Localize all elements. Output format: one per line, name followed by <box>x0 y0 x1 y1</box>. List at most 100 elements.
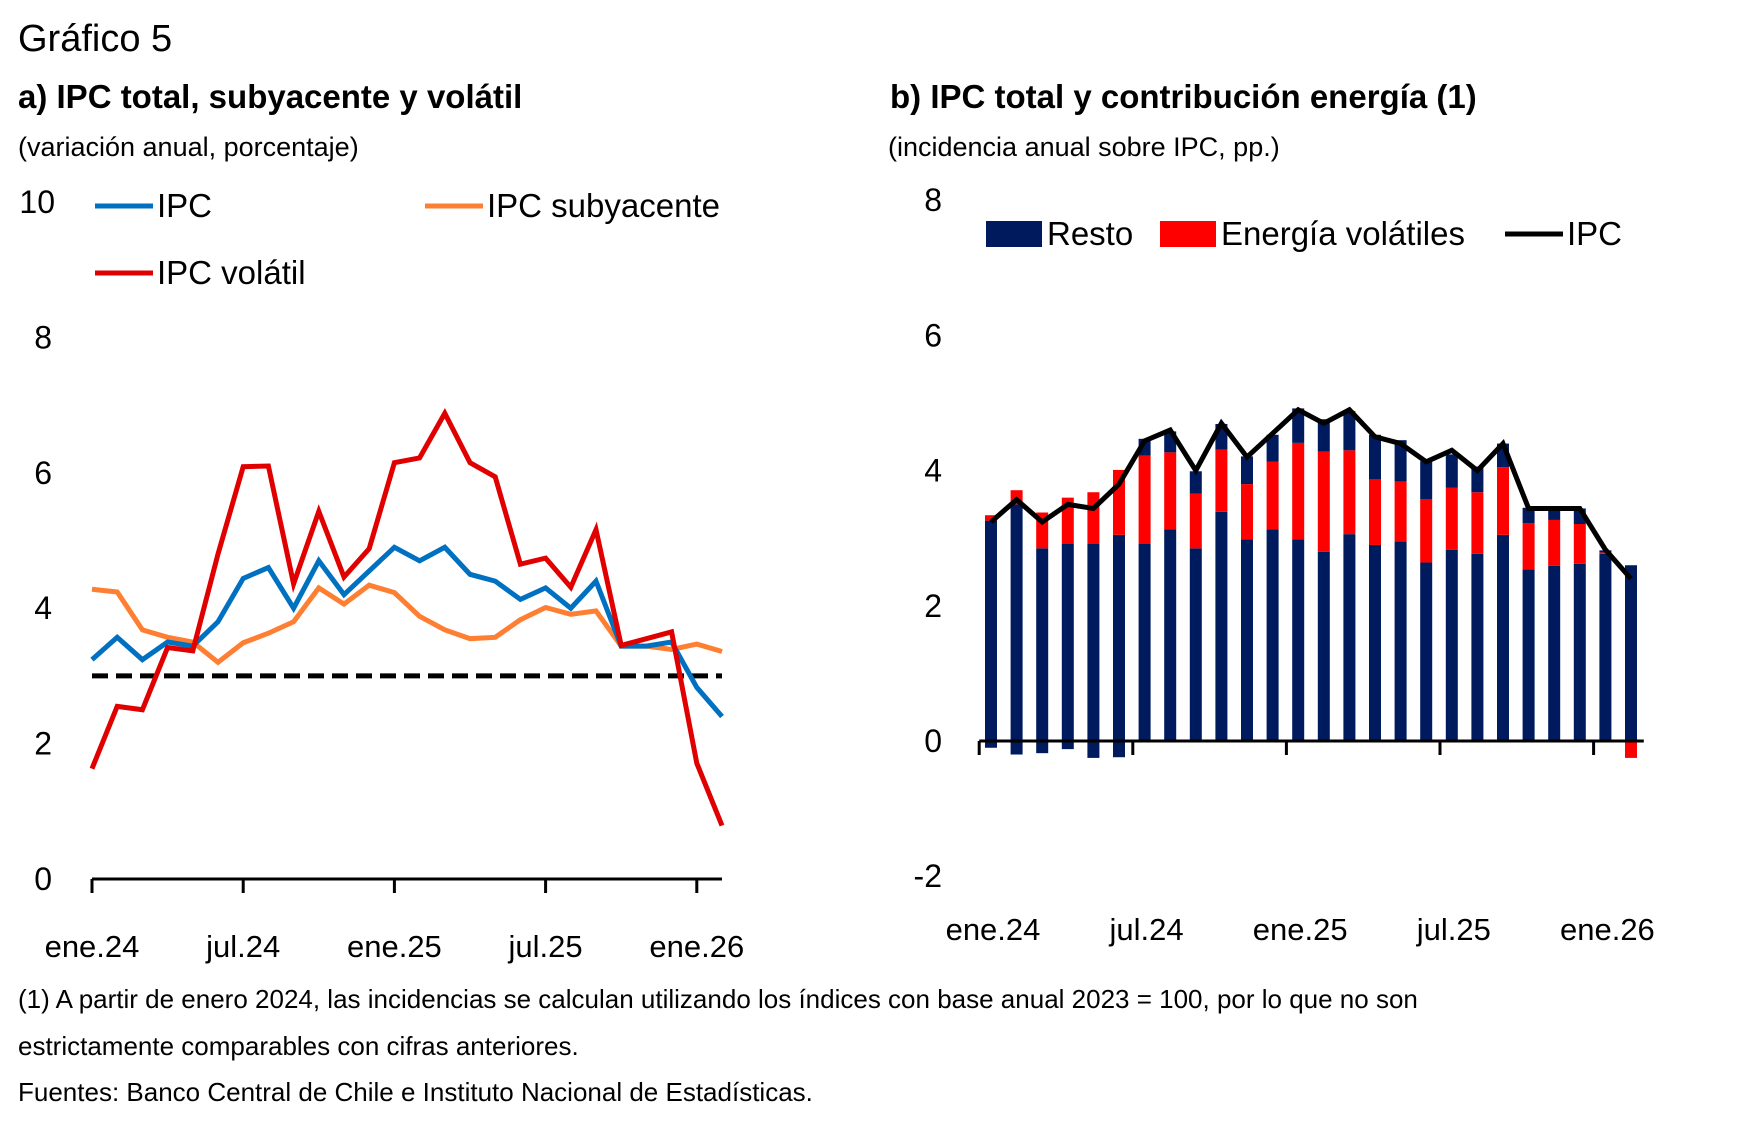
y-tick-label-a: 8 <box>34 319 52 355</box>
x-tick-label-b: ene.25 <box>1253 912 1348 947</box>
bar-resto <box>1573 563 1586 741</box>
bar-group <box>1087 492 1100 758</box>
y-tick-label-b: 8 <box>924 182 942 218</box>
x-tick-label-a: jul.25 <box>508 929 583 964</box>
bar-resto <box>1420 562 1433 741</box>
bar-resto <box>1471 553 1484 741</box>
bar-resto-cap <box>1420 461 1433 499</box>
footnote-1: (1) A partir de enero 2024, las incidenc… <box>18 984 1418 1014</box>
bar-resto <box>1010 504 1023 741</box>
series-line-ipc <box>90 544 724 719</box>
chart-b-title: b) IPC total y contribución energía (1) <box>890 78 1477 115</box>
bar-group <box>1394 440 1407 741</box>
bar-group <box>1010 490 1023 755</box>
bar-energia <box>1087 492 1100 544</box>
y-tick-label-b: -2 <box>914 858 942 894</box>
bar-energia <box>1138 455 1151 544</box>
bar-resto <box>1113 534 1125 741</box>
bar-group <box>1215 423 1228 741</box>
series-line-ipc-b <box>989 406 1633 581</box>
y-tick-label-a: 10 <box>19 184 55 220</box>
bar-group <box>1445 454 1458 741</box>
bar-resto <box>1292 539 1305 741</box>
bar-energia-negative <box>1625 741 1637 758</box>
bar-resto-negative <box>1036 741 1049 754</box>
bar-resto <box>1215 511 1228 741</box>
legend-label: IPC <box>157 187 212 224</box>
bar-energia <box>1292 442 1305 540</box>
bar-group <box>1343 411 1356 741</box>
bar-energia <box>1189 493 1202 549</box>
bar-group <box>1189 471 1202 741</box>
bar-resto-cap <box>1292 408 1305 443</box>
bar-resto-cap <box>1343 411 1356 451</box>
x-tick-label-b: jul.25 <box>1416 912 1491 947</box>
bar-energia <box>1241 484 1253 540</box>
bar-resto-cap <box>1317 419 1330 452</box>
bar-resto <box>1343 534 1356 741</box>
y-tick-label-b: 0 <box>924 723 942 759</box>
legend-label: IPC subyacente <box>487 187 720 224</box>
y-tick-label-b: 2 <box>924 588 942 624</box>
bar-group <box>985 515 997 748</box>
bar-resto-cap <box>1522 507 1535 524</box>
bar-energia <box>1394 481 1407 542</box>
chart-a: 0 2 4 6 8 10 ene.24 jul.24 ene.25 jul.25 ene.26 IPC… <box>19 184 744 964</box>
bar-energia <box>1266 461 1279 530</box>
legend-label-ipc: IPC <box>1567 215 1622 252</box>
bar-group <box>1241 456 1253 741</box>
y-tick-label-a: 4 <box>34 590 52 626</box>
bar-energia <box>985 515 997 521</box>
bar-group <box>1420 461 1433 741</box>
chart-a-title: a) IPC total, subyacente y volátil <box>18 78 523 115</box>
x-tick-label-a: ene.25 <box>347 929 442 964</box>
x-tick-label-a: ene.26 <box>649 929 744 964</box>
bar-group <box>1292 408 1305 741</box>
bar-resto-negative <box>1113 741 1125 758</box>
y-tick-label-a: 2 <box>34 726 52 762</box>
bar-group <box>1548 507 1561 741</box>
bar-resto-cap <box>1241 456 1253 485</box>
bar-resto <box>1445 549 1458 741</box>
bar-resto <box>1266 529 1279 741</box>
bar-resto-cap <box>1394 440 1407 482</box>
bar-group <box>1522 507 1535 741</box>
legend-swatch-energia <box>1160 221 1216 247</box>
bar-group <box>1573 508 1586 741</box>
bar-resto-negative <box>1061 741 1074 750</box>
bar-resto-cap <box>1369 434 1381 480</box>
legend-label: IPC volátil <box>157 254 306 291</box>
chart-b-subtitle: (incidencia anual sobre IPC, pp.) <box>888 132 1280 162</box>
bar-energia <box>1445 487 1458 550</box>
y-tick-label-a: 0 <box>34 861 52 897</box>
y-tick-label-a: 6 <box>34 455 52 491</box>
bar-energia <box>1522 523 1535 570</box>
bar-resto <box>1087 543 1100 741</box>
bar-resto-cap <box>1189 471 1202 494</box>
bar-group <box>1138 438 1151 741</box>
x-tick-label-a: ene.24 <box>45 929 140 964</box>
bar-energia <box>1343 450 1356 535</box>
bar-resto <box>1497 534 1509 741</box>
chart-b: -2 0 2 4 6 8 ene.24 jul.24 ene.25 jul.25 ene.26 Res… <box>914 182 1655 947</box>
bar-resto <box>1394 541 1407 741</box>
bar-group <box>1061 497 1074 750</box>
bar-energia <box>1471 492 1484 554</box>
bar-energia <box>1369 479 1381 545</box>
bar-group <box>1113 469 1125 758</box>
bar-resto <box>1548 565 1561 741</box>
bar-group <box>1471 466 1484 741</box>
x-tick-label-b: ene.26 <box>1560 912 1655 947</box>
legend-label-resto: Resto <box>1047 215 1133 252</box>
legend-swatch-resto <box>986 221 1042 247</box>
x-tick-label-a: jul.24 <box>205 929 280 964</box>
x-tick-label-b: ene.24 <box>946 912 1041 947</box>
bar-resto <box>985 520 997 741</box>
bar-resto <box>1599 553 1612 741</box>
series-line-ipc-volátil <box>89 407 725 827</box>
bar-group <box>1369 434 1381 741</box>
bar-resto-cap <box>1266 434 1279 462</box>
bar-group <box>1036 512 1049 754</box>
x-tick-label-b: jul.24 <box>1109 912 1184 947</box>
